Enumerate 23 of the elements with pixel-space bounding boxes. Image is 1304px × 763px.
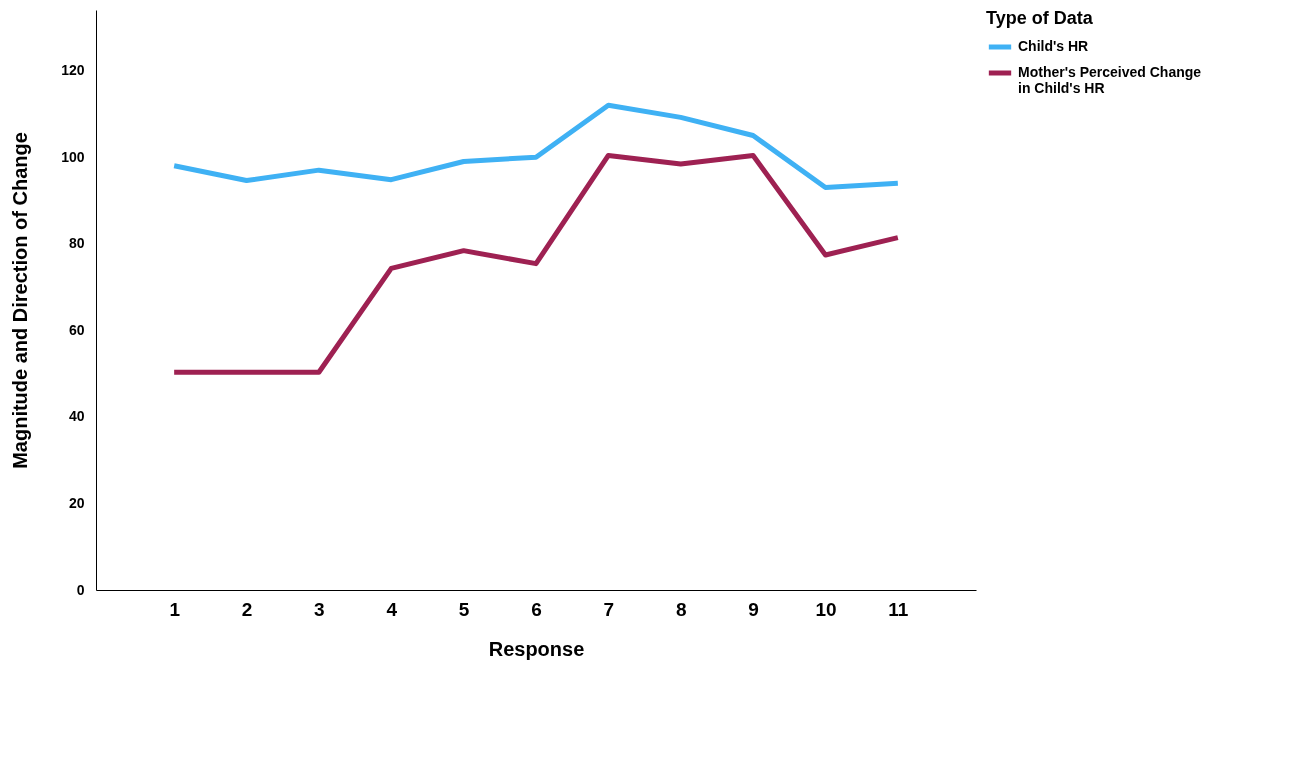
x-axis-title: Response	[488, 637, 585, 660]
y-tick-label: 100	[61, 148, 85, 165]
x-tick-label: 11	[888, 598, 909, 620]
y-tick-label: 120	[61, 62, 85, 79]
x-tick-label: 6	[531, 598, 542, 620]
x-tick-label: 8	[675, 598, 687, 620]
x-tick-label: 2	[241, 598, 253, 620]
x-tick-label: 3	[314, 598, 325, 620]
y-tick-label: 20	[68, 494, 85, 511]
y-tick-label: 80	[68, 235, 85, 252]
x-tick-label: 5	[458, 598, 470, 620]
legend-label: Child's HR	[1018, 38, 1089, 54]
legend-title: Type of Data	[986, 8, 1094, 28]
legend-label: Mother's Perceived Change in Child's HR	[1018, 64, 1202, 96]
y-tick-label: 0	[76, 581, 85, 598]
x-tick-label: 9	[748, 598, 759, 620]
x-tick-label: 7	[603, 598, 615, 620]
x-tick-label: 1	[169, 598, 181, 620]
x-tick-label: 4	[386, 598, 398, 620]
y-tick-label: 40	[68, 408, 85, 425]
x-tick-label: 10	[815, 598, 837, 620]
y-axis-title: Magnitude and Direction of Change	[9, 132, 32, 469]
y-tick-label: 60	[68, 321, 85, 338]
